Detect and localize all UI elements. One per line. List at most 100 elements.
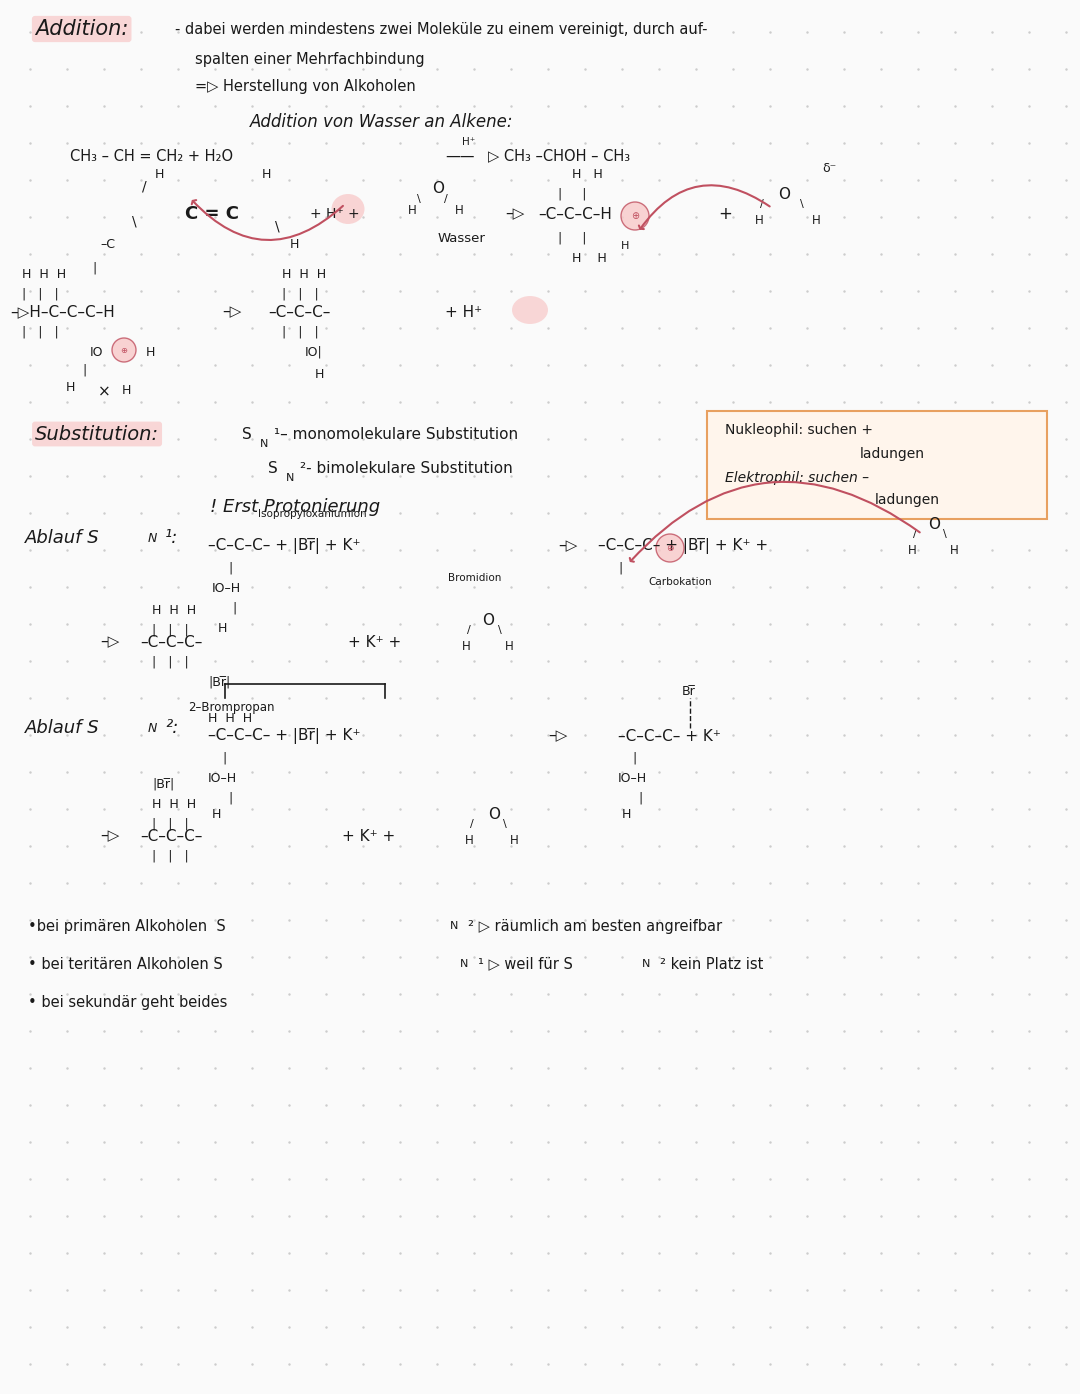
Text: IO: IO — [90, 346, 104, 358]
Text: O: O — [482, 612, 494, 627]
Text: |   |   |: | | | — [152, 623, 189, 637]
Text: ⊕: ⊕ — [666, 544, 674, 552]
Text: |   |   |: | | | — [282, 287, 319, 301]
Text: \: \ — [800, 199, 804, 209]
Text: –C–C–C– + |Br̅| + K⁺: –C–C–C– + |Br̅| + K⁺ — [208, 538, 361, 553]
Text: –▷H–C–C–C–H: –▷H–C–C–C–H — [10, 304, 114, 319]
Text: ² ▷ räumlich am besten angreifbar: ² ▷ räumlich am besten angreifbar — [468, 919, 723, 934]
Text: H: H — [66, 381, 76, 393]
Text: ²:: ²: — [165, 719, 178, 737]
Text: Bromidion: Bromidion — [448, 573, 501, 583]
Text: C = C: C = C — [185, 205, 239, 223]
Text: \: \ — [498, 625, 502, 636]
Text: –▷: –▷ — [100, 634, 120, 650]
Text: Ablauf S: Ablauf S — [25, 528, 99, 546]
FancyBboxPatch shape — [707, 411, 1047, 519]
Text: \: \ — [503, 820, 507, 829]
Text: \: \ — [275, 219, 280, 233]
Text: ! Erst Protonierung: ! Erst Protonierung — [210, 498, 380, 516]
Text: H: H — [812, 213, 821, 226]
Text: N: N — [450, 921, 458, 931]
Text: Substitution:: Substitution: — [35, 425, 159, 443]
Text: δ⁻: δ⁻ — [822, 162, 836, 174]
Text: IO|: IO| — [305, 346, 323, 358]
Text: + H⁺: + H⁺ — [445, 304, 482, 319]
Text: O: O — [488, 807, 500, 821]
Text: H: H — [408, 204, 417, 216]
Text: H: H — [908, 544, 917, 556]
Text: H: H — [156, 167, 164, 180]
Text: Carbokation: Carbokation — [648, 577, 712, 587]
Text: +: + — [718, 205, 732, 223]
Text: /: / — [141, 178, 147, 192]
Text: |: | — [232, 601, 237, 615]
Text: H: H — [315, 368, 324, 381]
Text: O: O — [928, 517, 940, 531]
Circle shape — [112, 337, 136, 362]
Text: H⁺: H⁺ — [462, 137, 475, 146]
Text: H: H — [505, 640, 514, 652]
Text: H: H — [262, 167, 271, 180]
Text: /: / — [913, 528, 917, 539]
Text: N: N — [460, 959, 469, 969]
Text: –▷: –▷ — [558, 538, 578, 553]
Text: |     |: | | — [558, 231, 586, 244]
Text: –C–C–C–: –C–C–C– — [140, 828, 202, 843]
Text: |: | — [222, 751, 226, 764]
Text: –C–C–C– + |Br̅| + K⁺ +: –C–C–C– + |Br̅| + K⁺ + — [598, 538, 768, 553]
Text: |   |   |: | | | — [22, 326, 58, 339]
Text: –▷: –▷ — [100, 828, 120, 843]
Text: H: H — [212, 807, 221, 821]
Text: O: O — [432, 180, 444, 195]
Text: H: H — [455, 204, 463, 216]
Text: /: / — [467, 625, 471, 636]
Text: + K⁺ +: + K⁺ + — [348, 634, 402, 650]
Text: H: H — [622, 807, 632, 821]
Text: ladungen: ladungen — [875, 493, 940, 507]
Text: |: | — [632, 751, 636, 764]
Text: |Br̅|: |Br̅| — [152, 778, 174, 790]
Text: S: S — [268, 460, 278, 475]
Circle shape — [656, 534, 684, 562]
Ellipse shape — [332, 194, 365, 224]
Text: Isopropyloxaniumlon: Isopropyloxaniumlon — [258, 509, 366, 519]
Text: H  H  H: H H H — [152, 604, 197, 616]
Text: |Br̅|: |Br̅| — [208, 676, 230, 689]
Text: –▷: –▷ — [222, 304, 241, 319]
Text: Wasser: Wasser — [438, 231, 486, 244]
Text: H    H: H H — [572, 251, 607, 265]
Text: N: N — [286, 473, 295, 482]
Text: IO–H: IO–H — [618, 771, 647, 785]
Text: N: N — [148, 531, 158, 545]
Text: Addition von Wasser an Alkene:: Addition von Wasser an Alkene: — [249, 113, 513, 131]
Text: |   |   |: | | | — [152, 655, 189, 669]
Text: • bei teritären Alkoholen S: • bei teritären Alkoholen S — [28, 956, 222, 972]
Text: H  H  H: H H H — [208, 711, 252, 725]
Text: IO–H: IO–H — [212, 581, 241, 594]
Text: Ablauf S: Ablauf S — [25, 719, 99, 737]
Text: H: H — [462, 640, 471, 652]
Text: ¹ ▷ weil für S: ¹ ▷ weil für S — [478, 956, 572, 972]
Text: |: | — [82, 364, 86, 376]
Text: –▷: –▷ — [505, 206, 525, 222]
Text: Br̅: Br̅ — [681, 684, 696, 697]
Text: |   |   |: | | | — [22, 287, 58, 301]
Text: CH₃ – CH = CH₂ + H₂O: CH₃ – CH = CH₂ + H₂O — [70, 149, 233, 163]
Text: H: H — [146, 346, 156, 358]
Text: H: H — [218, 622, 228, 634]
Text: –C: –C — [100, 237, 114, 251]
Text: |     |: | | — [558, 188, 586, 201]
Text: |   |   |: | | | — [282, 326, 319, 339]
Text: •bei primären Alkoholen  S: •bei primären Alkoholen S — [28, 919, 226, 934]
Text: 2–Brompropan: 2–Brompropan — [188, 701, 274, 714]
Text: S: S — [242, 427, 252, 442]
Text: |: | — [228, 792, 232, 804]
Text: \: \ — [943, 528, 947, 539]
Text: H  H  H: H H H — [152, 797, 197, 810]
Text: H: H — [510, 834, 518, 846]
Text: - dabei werden mindestens zwei Moleküle zu einem vereinigt, durch auf-: - dabei werden mindestens zwei Moleküle … — [175, 21, 707, 36]
Text: H  H  H: H H H — [22, 268, 66, 280]
Text: H  H  H: H H H — [282, 268, 326, 280]
Text: ⊕: ⊕ — [121, 346, 127, 354]
Text: –C–C–C–H: –C–C–C–H — [538, 206, 612, 222]
